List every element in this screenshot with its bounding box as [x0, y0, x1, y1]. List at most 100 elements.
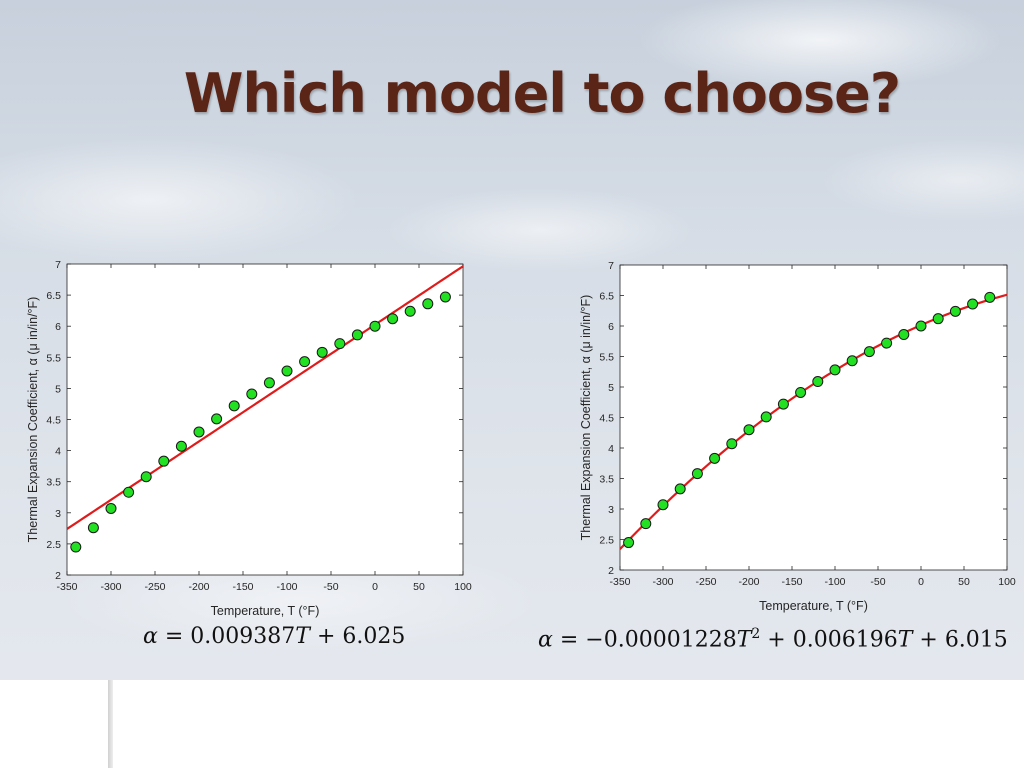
quadratic-fit-chart: -350 -300 -250 -200 -150 -100 -50 0 50 100 2 2.5 3 3.… [579, 260, 1016, 613]
data-point [829, 364, 841, 376]
x-tick-label: 50 [413, 581, 425, 593]
data-point [387, 313, 399, 325]
y-tick-label: 5 [608, 382, 614, 394]
data-point [105, 502, 117, 514]
y-tick-label: 5.5 [599, 352, 614, 364]
eq-alpha: α [538, 627, 553, 653]
x-tick-label: -350 [609, 576, 630, 588]
x-tick-label: -100 [276, 581, 297, 593]
data-point [404, 305, 416, 317]
x-tick-label: -300 [652, 576, 673, 588]
y-tick-label: 2.5 [46, 539, 61, 551]
slide-footer-area [0, 680, 1024, 768]
y-tick-label: 7 [55, 259, 61, 271]
data-point [846, 355, 858, 367]
y-tick-label: 4.5 [599, 413, 614, 425]
y-axis-label: Thermal Expansion Coefficient, α (μ in/i… [579, 295, 593, 541]
x-tick-label: -250 [144, 581, 165, 593]
data-point [623, 537, 635, 549]
eq-constant: 6.015 [944, 627, 1008, 653]
eq-variable: T [897, 627, 913, 653]
x-tick-label: 0 [372, 581, 378, 593]
x-tick-label: -250 [695, 576, 716, 588]
data-point [281, 365, 293, 377]
y-tick-label: 3 [55, 508, 61, 520]
data-point [881, 337, 893, 349]
slide-title: Which model to choose? [183, 62, 901, 125]
eq-variable: T [736, 627, 752, 653]
data-point [263, 377, 275, 389]
data-point [158, 455, 170, 467]
plot-area [619, 264, 1008, 571]
data-point [140, 471, 152, 483]
x-tick-label: -200 [738, 576, 759, 588]
data-point [674, 483, 686, 495]
x-tick-label: -100 [824, 576, 845, 588]
x-axis-label: Temperature, T (°F) [759, 599, 868, 613]
data-point [175, 440, 187, 452]
eq-power: 2 [751, 626, 761, 642]
x-tick-label: -50 [870, 576, 885, 588]
eq-coefficient: 0.009387 [190, 624, 296, 649]
eq-plus: + [760, 627, 793, 653]
y-tick-label: 2 [608, 565, 614, 577]
y-tick-label: 5 [55, 383, 61, 395]
data-point [949, 305, 961, 317]
fit-line [67, 265, 463, 530]
data-point [123, 486, 135, 498]
y-tick-label: 4 [608, 443, 614, 455]
x-tick-label: 100 [454, 581, 472, 593]
data-point [87, 522, 99, 534]
data-point [967, 298, 979, 310]
eq-constant: 6.025 [342, 624, 406, 649]
data-point [228, 400, 240, 412]
x-tick-label: 100 [998, 576, 1016, 588]
data-point [760, 411, 772, 423]
data-point [777, 398, 789, 410]
data-point [812, 376, 824, 388]
eq-plus: + [309, 624, 343, 649]
data-point [863, 346, 875, 358]
data-point [369, 320, 381, 332]
data-point [726, 438, 738, 450]
data-point [709, 452, 721, 464]
divider-bar [108, 680, 113, 768]
y-tick-label: 6 [55, 321, 61, 333]
y-tick-label: 4 [55, 446, 61, 458]
data-point [316, 346, 328, 358]
eq-plus: + [912, 627, 945, 653]
x-tick-label: 50 [958, 576, 970, 588]
data-point [640, 518, 652, 530]
quadratic-equation: α = −0.00001228T2 + 0.006196T + 6.015 [538, 626, 1008, 652]
y-tick-label: 3.5 [599, 474, 614, 486]
eq-coefficient-2: 0.00001228 [603, 627, 737, 653]
x-tick-label: -150 [232, 581, 253, 593]
y-tick-label: 6.5 [599, 291, 614, 303]
data-point [211, 413, 223, 425]
y-tick-label: 6.5 [46, 290, 61, 302]
eq-equals: = − [552, 627, 604, 653]
linear-equation: α = 0.009387T + 6.025 [143, 624, 405, 649]
eq-alpha: α [143, 624, 158, 649]
data-point [422, 298, 434, 310]
data-point [743, 424, 755, 436]
x-tick-label: -200 [188, 581, 209, 593]
data-point [193, 426, 205, 438]
plot-area [66, 263, 464, 576]
y-tick-label: 6 [608, 321, 614, 333]
eq-variable: T [295, 624, 310, 649]
linear-fit-chart: -350 -300 -250 -200 -150 -100 -50 0 50 100 2 2.5 3 3.… [26, 259, 472, 618]
x-tick-label: -350 [56, 581, 77, 593]
data-point [898, 329, 910, 341]
x-axis-label: Temperature, T (°F) [211, 604, 320, 618]
eq-coefficient-1: 0.006196 [792, 627, 898, 653]
x-tick-label: -300 [100, 581, 121, 593]
data-point [691, 468, 703, 480]
data-point [334, 338, 346, 350]
data-point [984, 291, 996, 303]
data-point [657, 499, 669, 511]
data-point [70, 541, 82, 553]
y-tick-label: 5.5 [46, 352, 61, 364]
data-point [439, 291, 451, 303]
data-point [915, 320, 927, 332]
